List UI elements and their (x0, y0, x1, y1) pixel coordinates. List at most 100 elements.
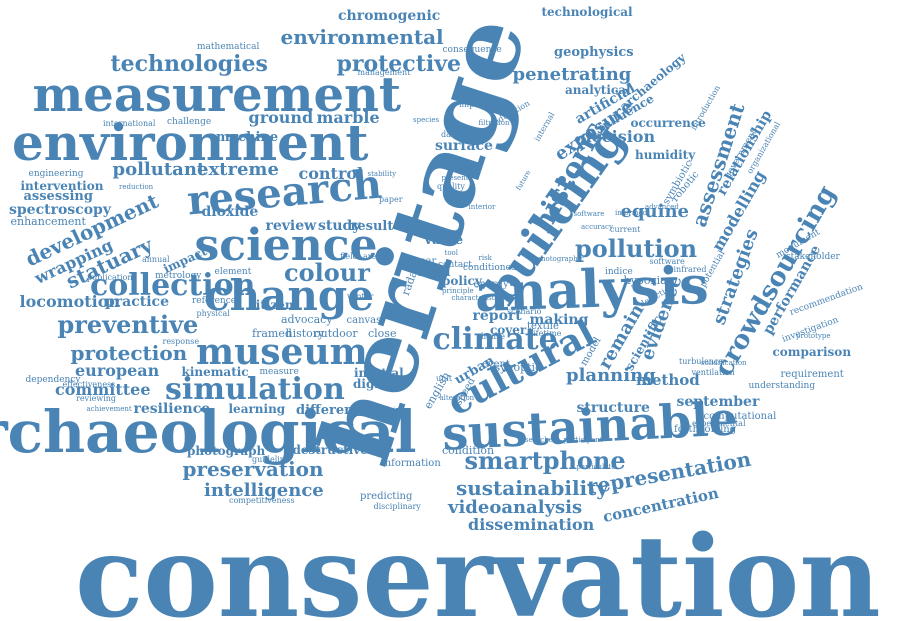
cloud-word: science (194, 220, 378, 271)
cloud-word: internal (532, 110, 557, 143)
cloud-word: year (414, 256, 437, 267)
cloud-word: policy (442, 274, 482, 288)
cloud-word: protection (70, 341, 188, 365)
cloud-word: technological (541, 5, 633, 19)
cloud-word: occurrence (630, 116, 706, 130)
cloud-word: forthcoming (674, 424, 737, 435)
cloud-word: comparison (772, 345, 852, 359)
cloud-word: citizen (248, 298, 294, 312)
cloud-word: surface (435, 138, 493, 154)
cloud-word: locomotion (19, 292, 121, 311)
cloud-word: principle (442, 286, 474, 295)
cloud-word: museum (196, 331, 368, 373)
cloud-word: challenge (167, 116, 212, 127)
cloud-word: scenario (507, 307, 542, 316)
cloud-word: response (162, 337, 200, 346)
cloud-word: geophysics (554, 44, 634, 60)
cloud-word: conservation (75, 512, 881, 621)
cloud-word: reference (192, 295, 237, 306)
cloud-word: unit (436, 374, 453, 383)
cloud-word: framed (252, 326, 292, 340)
cloud-word: machine (216, 129, 279, 145)
cloud-word: physical (196, 309, 230, 318)
cloud-word: current (610, 225, 641, 234)
cloud-word: protective (336, 51, 462, 77)
cloud-word: destructive (292, 443, 368, 457)
cloud-word: different (296, 402, 360, 418)
cloud-word: event (482, 359, 510, 370)
cloud-word: prototype (796, 331, 831, 340)
cloud-word: consequence (442, 44, 502, 55)
cloud-word: history (285, 326, 325, 340)
cloud-word: effectiveness (62, 380, 116, 389)
cloud-word: stakeholder (786, 251, 840, 262)
cloud-word: ground (248, 108, 314, 127)
cloud-word: outdoor (314, 326, 358, 340)
cloud-word: penetrating (512, 64, 632, 85)
cloud-word: field (340, 252, 358, 261)
cloud-word: publication (87, 273, 133, 282)
cloud-word: environment (12, 113, 369, 172)
cloud-word: measure (259, 366, 299, 377)
cloud-word: competitiveness (229, 496, 295, 505)
cloud-word: quality (437, 182, 465, 191)
cloud-word: synoptic (494, 360, 542, 374)
cloud-word: smartphone (464, 446, 626, 475)
cloud-word: digital (353, 377, 397, 391)
cloud-word: mathematical (197, 41, 260, 52)
cloud-word: requirement (780, 369, 844, 380)
cloud-word: infrared (673, 265, 707, 274)
cloud-word: extreme (197, 159, 279, 180)
cloud-word: alteration (439, 393, 475, 402)
cloud-word: future (514, 168, 533, 192)
cloud-word: reduction (119, 182, 154, 191)
cloud-word: archaeological (0, 398, 417, 466)
cloud-word: intervention (20, 179, 104, 193)
cloud-word: damage (441, 130, 474, 139)
cloud-word: paper (379, 195, 403, 204)
cloud-word: climate (432, 322, 558, 357)
cloud-word: measurement (32, 67, 402, 123)
cloud-word: spectroscopy (9, 202, 111, 218)
cloud-word: structure (576, 400, 650, 416)
cloud-word: investigation (780, 314, 840, 345)
cloud-word: engineering (28, 168, 84, 179)
cloud-word: cover (490, 323, 527, 337)
cloud-word: experimental (692, 419, 746, 428)
cloud-word: energy (473, 279, 509, 290)
cloud-word: risk (478, 253, 492, 262)
cloud-word: hypoxia (623, 273, 667, 287)
cloud-word: marble (316, 108, 380, 127)
cloud-word: interior (468, 202, 496, 211)
cloud-word: sustainability (456, 476, 608, 500)
cloud-word: need (418, 265, 451, 279)
cloud-word: important (459, 100, 500, 109)
cloud-word: result (350, 218, 394, 234)
cloud-word: videoanalysis (448, 497, 583, 518)
cloud-word: enhancement (10, 214, 86, 228)
cloud-word: dissemination (468, 515, 595, 534)
cloud-word: simulation (165, 372, 345, 407)
cloud-word: value (424, 232, 464, 248)
cloud-word: management (357, 68, 411, 77)
cloud-word: resilience (133, 401, 211, 417)
cloud-word: analytical (565, 83, 631, 97)
cloud-word: turbulence (679, 357, 724, 366)
cloud-word: control (298, 164, 364, 183)
cloud-word: researcher (517, 435, 557, 444)
cloud-word: reviewing (76, 394, 117, 403)
cloud-word: ventilation (691, 368, 735, 377)
cloud-word: disciplinary (373, 502, 421, 511)
cloud-word: inertial (354, 366, 404, 380)
cloud-word: indice (605, 266, 633, 277)
cloud-word: winter (347, 292, 374, 301)
cloud-word: dependency (25, 374, 81, 385)
cloud-word: chromogenic (338, 8, 441, 24)
cloud-word: review (265, 218, 317, 234)
cloud-word: area (363, 252, 382, 261)
cloud-word: computational (703, 411, 777, 422)
cloud-word: software (573, 209, 605, 218)
cloud-word: element (214, 266, 252, 277)
cloud-word: tool (444, 248, 458, 257)
cloud-word: method (636, 370, 700, 389)
